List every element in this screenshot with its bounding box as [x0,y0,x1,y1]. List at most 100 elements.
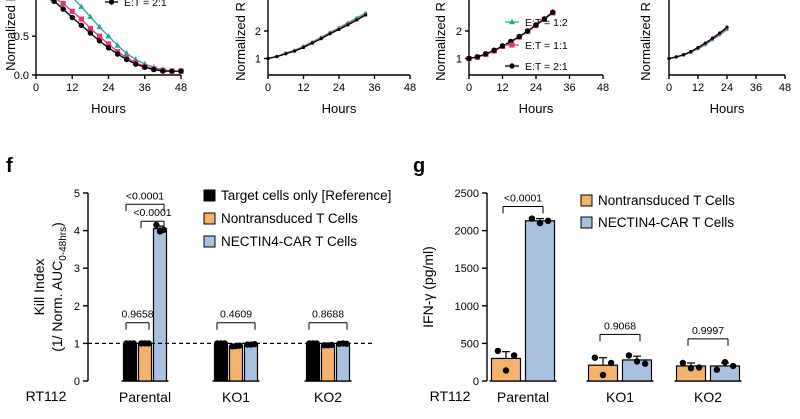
y-axis-label: Normalized R [233,2,248,81]
data-point [466,55,472,62]
series-line [668,26,728,60]
data-point [266,56,270,61]
y-tick-label: 500 [461,338,479,350]
bar [213,342,229,382]
y-tick-label: 1 [255,54,261,66]
x-tick-label: 36 [139,82,151,94]
data-point [60,1,66,7]
data-point [536,219,544,227]
data-point [236,342,243,349]
x-tick-label: 24 [333,82,345,94]
x-tick-label: 36 [750,82,762,94]
data-point [275,54,279,59]
data-point [328,341,335,349]
data-point [60,6,66,12]
data-point [703,41,707,45]
y-tick-label: 2 [456,26,462,38]
data-point [591,354,599,361]
legend-top1: E:T = 2:1 [105,0,167,9]
data-point [145,340,152,347]
x-tick-label: 12 [297,82,309,94]
legend-top3: E:T = 1:2 E:T = 1:1 E:T = 2:1 [505,17,568,73]
data-point [78,16,84,22]
legend-label: E:T = 2:1 [525,61,568,73]
legend-swatch [203,235,216,248]
legend-label: NECTIN4-CAR T Cells [221,234,357,249]
data-point [87,25,93,32]
legend-label: E:T = 1:1 [525,40,568,52]
data-point [687,365,695,372]
data-point [114,51,121,57]
legend-label: NECTIN4-CAR T Cells [598,215,734,230]
x-tick-label: 12 [66,82,78,94]
data-point [123,56,130,63]
x-tick-label: 0 [666,82,672,94]
y-axis-sublabel-close: ) [49,222,65,227]
x-axis-label: Hours [322,101,357,116]
significance-bracket: <0.0001 [502,193,544,214]
y-axis-label: Normalized R [3,0,18,71]
panel-label-g: g [413,155,425,177]
data-point [713,366,721,373]
legend-g: Nontransduced T Cells NECTIN4-CAR T Cells [580,193,735,230]
x-category-label: KO1 [606,389,634,405]
data-point [499,43,506,49]
data-point [301,45,306,50]
data-point [729,362,737,370]
data-point [178,68,184,74]
data-point [533,22,539,28]
data-point [641,360,649,367]
y-tick-label: 1 [456,54,462,66]
x-tick-label: 24 [530,82,542,94]
data-point [667,56,671,61]
data-point [541,16,548,22]
data-point [169,68,175,74]
x-tick-label: 12 [496,82,508,94]
legend-f: Target cells only [Reference] Nontransduc… [203,188,391,249]
data-point [494,347,502,355]
data-point [607,359,615,367]
x-tick-label: 36 [563,82,575,94]
data-point [710,36,715,40]
data-point [313,340,320,347]
data-point [346,23,350,27]
y-axis-sublabel: (1/ Norm. AUC0-48hrs) [49,222,69,352]
significance-bracket: 0.9658 [121,309,154,330]
y-axis-label: Normalized R [638,2,653,81]
x-tick-label: 0 [265,82,271,94]
x-axis-label: Hours [91,101,126,116]
data-point [96,38,103,44]
p-value-label: 0.8688 [312,309,344,321]
data-point [69,14,75,21]
data-point [718,31,722,35]
data-point [78,22,85,29]
legend-label: Nontransduced T Cells [221,211,358,226]
p-value-label: <0.0001 [504,193,542,205]
significance-bracket: 0.9997 [687,325,729,346]
legend-marker [509,63,515,69]
data-point [132,61,139,67]
significance-bracket: 0.4609 [216,309,256,330]
data-point [625,352,633,359]
p-value-label: <0.0001 [126,190,164,202]
data-point [78,3,85,9]
legend-marker [509,42,515,48]
y-axis-label: Normalized R [433,2,448,81]
data-point [674,55,678,59]
data-point [151,66,157,73]
p-value-label: 0.9658 [121,309,153,321]
x-tick-label: 48 [175,82,187,94]
bar [243,343,259,382]
bar [305,342,321,382]
data-point [251,340,258,348]
p-value-label: 0.9068 [604,320,636,332]
legend-label: Target cells only [Reference] [221,188,391,203]
data-point [96,23,103,30]
y-tick-label: 1500 [455,263,479,275]
p-value-label: <0.0001 [133,207,171,219]
data-point [502,367,510,374]
y-tick-label: 0 [473,376,479,388]
legend-swatch [203,212,216,225]
x-tick-label: 48 [597,82,609,94]
